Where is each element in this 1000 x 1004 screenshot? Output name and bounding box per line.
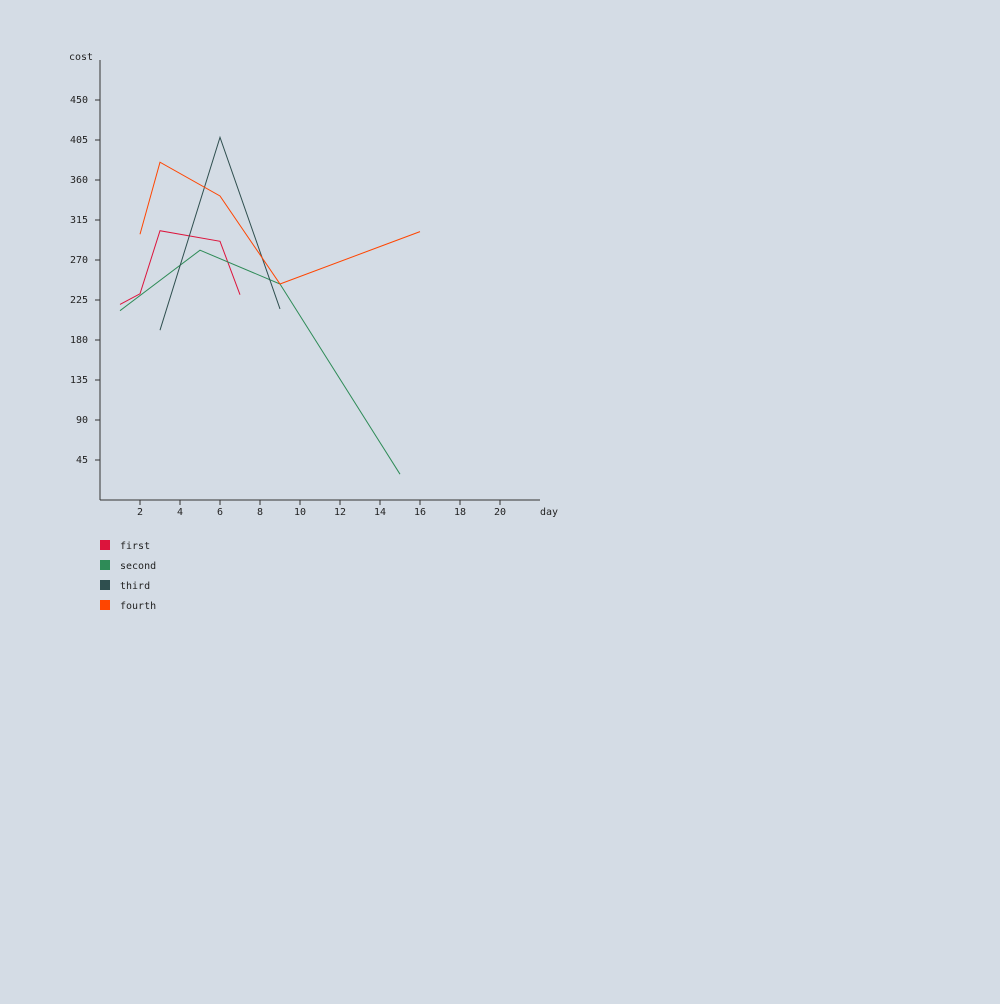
x-tick-label: 2	[137, 507, 143, 518]
y-tick-label: 315	[70, 215, 88, 226]
x-tick-label: 16	[414, 507, 426, 518]
legend-label-fourth: fourth	[120, 601, 156, 612]
axes: cost day	[69, 52, 558, 518]
legend-swatch-third	[100, 580, 110, 590]
x-tick-label: 12	[334, 507, 346, 518]
legend-swatch-fourth	[100, 600, 110, 610]
x-axis-label: day	[540, 507, 558, 518]
legend-label-third: third	[120, 581, 150, 592]
x-tick-label: 4	[177, 507, 183, 518]
legend-label-second: second	[120, 561, 156, 572]
legend: first second third fourth	[100, 540, 156, 612]
x-tick-label: 20	[494, 507, 506, 518]
y-axis-label: cost	[69, 52, 93, 63]
y-tick-label: 450	[70, 95, 88, 106]
y-tick-label: 45	[76, 455, 88, 466]
y-tick-label: 180	[70, 335, 88, 346]
series-line-fourth	[139, 161, 421, 285]
series-lines	[119, 135, 421, 475]
series-line-second	[119, 249, 401, 475]
x-tick-label: 10	[294, 507, 306, 518]
axis-ticks: 45 90 135 180 225 270 315 360 405 450 2 4 6 8 10 12 14 16…	[70, 95, 506, 518]
x-tick-label: 18	[454, 507, 466, 518]
x-tick-label: 14	[374, 507, 386, 518]
series-line-third	[159, 135, 281, 331]
series-line-first	[119, 230, 241, 305]
y-tick-label: 135	[70, 375, 88, 386]
y-tick-label: 360	[70, 175, 88, 186]
legend-swatch-first	[100, 540, 110, 550]
y-tick-label: 225	[70, 295, 88, 306]
legend-label-first: first	[120, 541, 150, 552]
x-tick-label: 6	[217, 507, 223, 518]
y-tick-label: 90	[76, 415, 88, 426]
legend-swatch-second	[100, 560, 110, 570]
y-tick-label: 405	[70, 135, 88, 146]
y-tick-label: 270	[70, 255, 88, 266]
x-tick-label: 8	[257, 507, 263, 518]
